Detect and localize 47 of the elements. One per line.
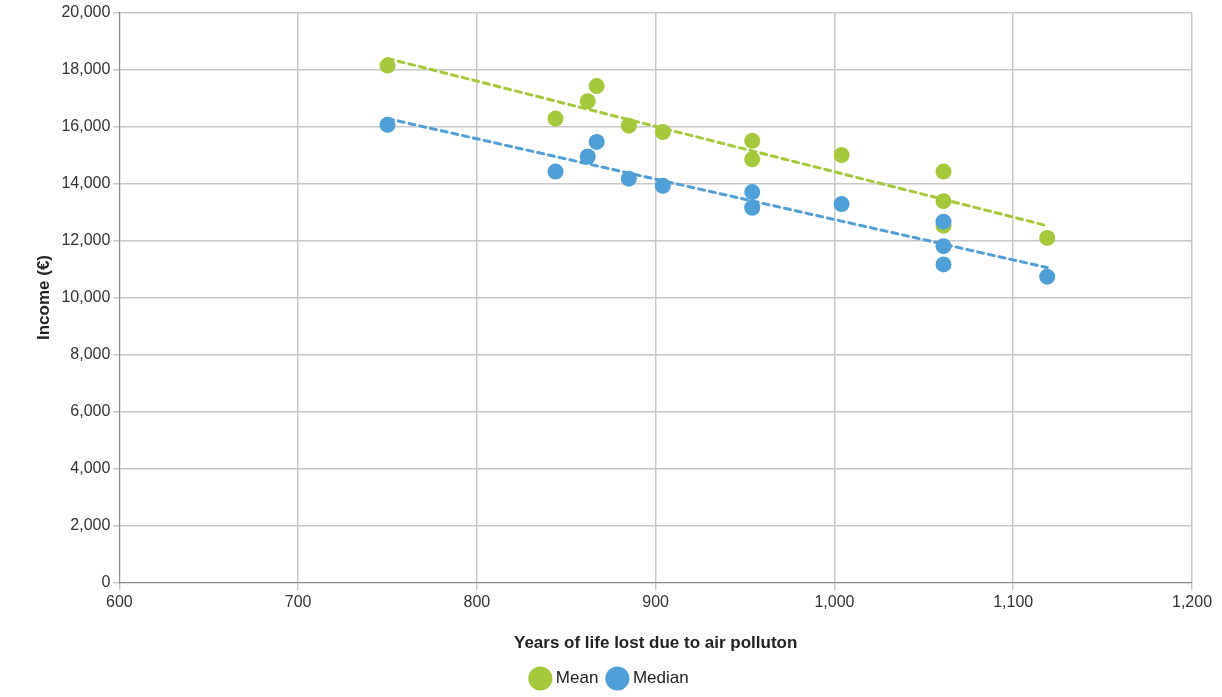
x-tick-label: 900 bbox=[642, 593, 670, 611]
x-tick-label: 1,000 bbox=[814, 593, 855, 611]
y-tick-label: 20,000 bbox=[61, 3, 111, 21]
point bbox=[1039, 268, 1056, 285]
x-tick-label: 1,200 bbox=[1171, 593, 1213, 611]
y-tick-label: 2,000 bbox=[70, 515, 111, 533]
y-axis-title: Income (€) bbox=[33, 254, 53, 341]
point bbox=[744, 184, 761, 201]
point bbox=[654, 177, 671, 194]
point bbox=[579, 93, 596, 110]
y-tick-label: 12,000 bbox=[61, 230, 111, 248]
y-tick-label: 8,000 bbox=[70, 344, 111, 362]
x-axis-title: Years of life lost due to air polluton bbox=[513, 633, 798, 653]
point bbox=[620, 117, 637, 134]
point bbox=[744, 199, 761, 216]
legend-label: Mean bbox=[555, 668, 599, 688]
point bbox=[935, 163, 952, 180]
legend-label: Median bbox=[632, 668, 689, 688]
y-tick-label: 0 bbox=[101, 572, 111, 590]
y-tick-label: 10,000 bbox=[61, 287, 111, 305]
point bbox=[588, 133, 605, 150]
point bbox=[833, 147, 850, 164]
point bbox=[935, 213, 952, 230]
x-tick-label: 1,100 bbox=[993, 593, 1034, 611]
point bbox=[744, 132, 761, 149]
y-tick-label: 6,000 bbox=[70, 401, 111, 419]
point bbox=[547, 110, 564, 127]
point bbox=[579, 148, 596, 165]
point bbox=[588, 78, 605, 95]
point bbox=[935, 193, 952, 210]
point bbox=[744, 151, 761, 168]
x-tick-label: 600 bbox=[105, 593, 133, 611]
point bbox=[1039, 229, 1056, 246]
point bbox=[935, 256, 952, 273]
point bbox=[833, 196, 850, 213]
y-tick-label: 16,000 bbox=[61, 116, 111, 134]
point bbox=[654, 123, 671, 140]
x-tick-label: 700 bbox=[284, 593, 312, 611]
x-tick-label: 800 bbox=[463, 593, 491, 611]
point bbox=[379, 116, 396, 133]
y-tick-label: 14,000 bbox=[61, 173, 111, 191]
y-tick-label: 18,000 bbox=[61, 59, 111, 77]
point bbox=[620, 170, 637, 187]
point bbox=[379, 57, 396, 74]
point bbox=[547, 163, 564, 180]
y-tick-label: 4,000 bbox=[70, 458, 111, 476]
point bbox=[935, 238, 952, 255]
